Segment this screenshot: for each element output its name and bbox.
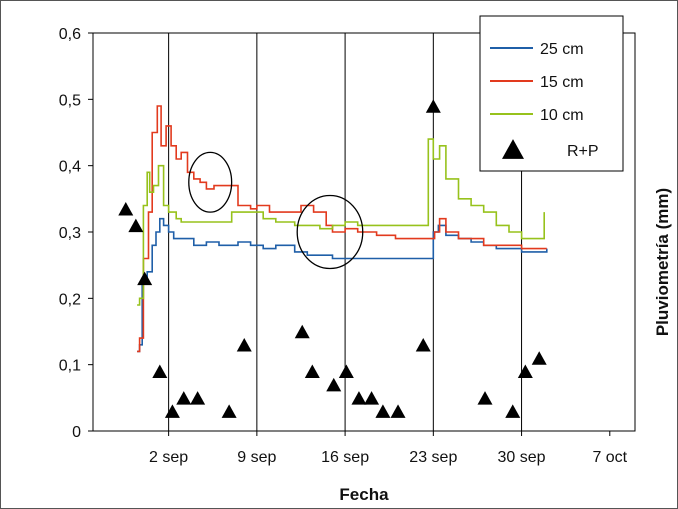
rp-marker [164,404,180,418]
rp-marker [477,391,493,405]
x-tick-label: 9 sep [237,449,276,466]
y-tick-label: 0,4 [59,159,81,176]
rp-marker [221,404,237,418]
rp-marker [326,377,342,392]
legend-box [479,15,624,172]
x-axis: 2 sep 9 sep 16 sep 23 sep 30 sep 7 oct [149,431,628,466]
annotations [188,151,364,270]
legend-label-0: 25 cm [540,41,584,58]
rp-marker [364,391,380,405]
x-tick-label: 2 sep [149,449,188,466]
rp-marker [338,364,354,379]
x-tick-label: 23 sep [409,449,457,466]
y-tick-label: 0,1 [59,358,81,375]
legend-label-1: 15 cm [540,74,584,91]
rp-marker [294,324,310,339]
rp-marker [351,391,367,405]
rp-marker [152,364,168,379]
annotation-ellipse-1 [296,194,364,270]
rp-marker [375,404,391,418]
series-line-1 [137,105,547,353]
y-tick-label: 0,3 [59,225,81,242]
rp-marker [236,338,252,352]
rp-marker [118,202,134,216]
legend-rp-symbol [502,139,524,159]
rp-markers [118,99,547,418]
series-lines [137,105,548,353]
legend-label-3: R+P [567,143,599,160]
legend: 25 cm 15 cm 10 cm R+P [479,15,624,172]
y-axis: 0 0,1 0,2 0,3 0,4 0,5 0,6 [59,26,93,441]
x-tick-label: 7 oct [592,449,627,466]
x-tick-label: 16 sep [321,449,369,466]
rp-marker [531,351,547,365]
rp-marker [505,404,521,418]
y-axis-title: Pluviometría (mm) [653,188,672,336]
y-tick-label: 0,2 [59,291,81,308]
y-tick-label: 0,6 [59,26,81,43]
rp-marker [190,391,206,405]
rp-marker [390,404,406,418]
x-tick-label: 30 sep [498,449,546,466]
rp-marker [176,391,192,405]
rp-marker [128,218,144,233]
y-tick-label: 0 [72,424,81,441]
rp-marker [137,271,153,286]
x-axis-title: Fecha [339,485,389,504]
rp-marker [415,338,431,352]
y-tick-label: 0,5 [59,92,81,109]
legend-label-2: 10 cm [540,107,584,124]
annotation-ellipse-0 [188,151,233,213]
rp-marker [517,364,533,379]
series-line-2 [137,138,545,306]
rp-marker [304,364,320,379]
rp-marker [425,99,441,113]
